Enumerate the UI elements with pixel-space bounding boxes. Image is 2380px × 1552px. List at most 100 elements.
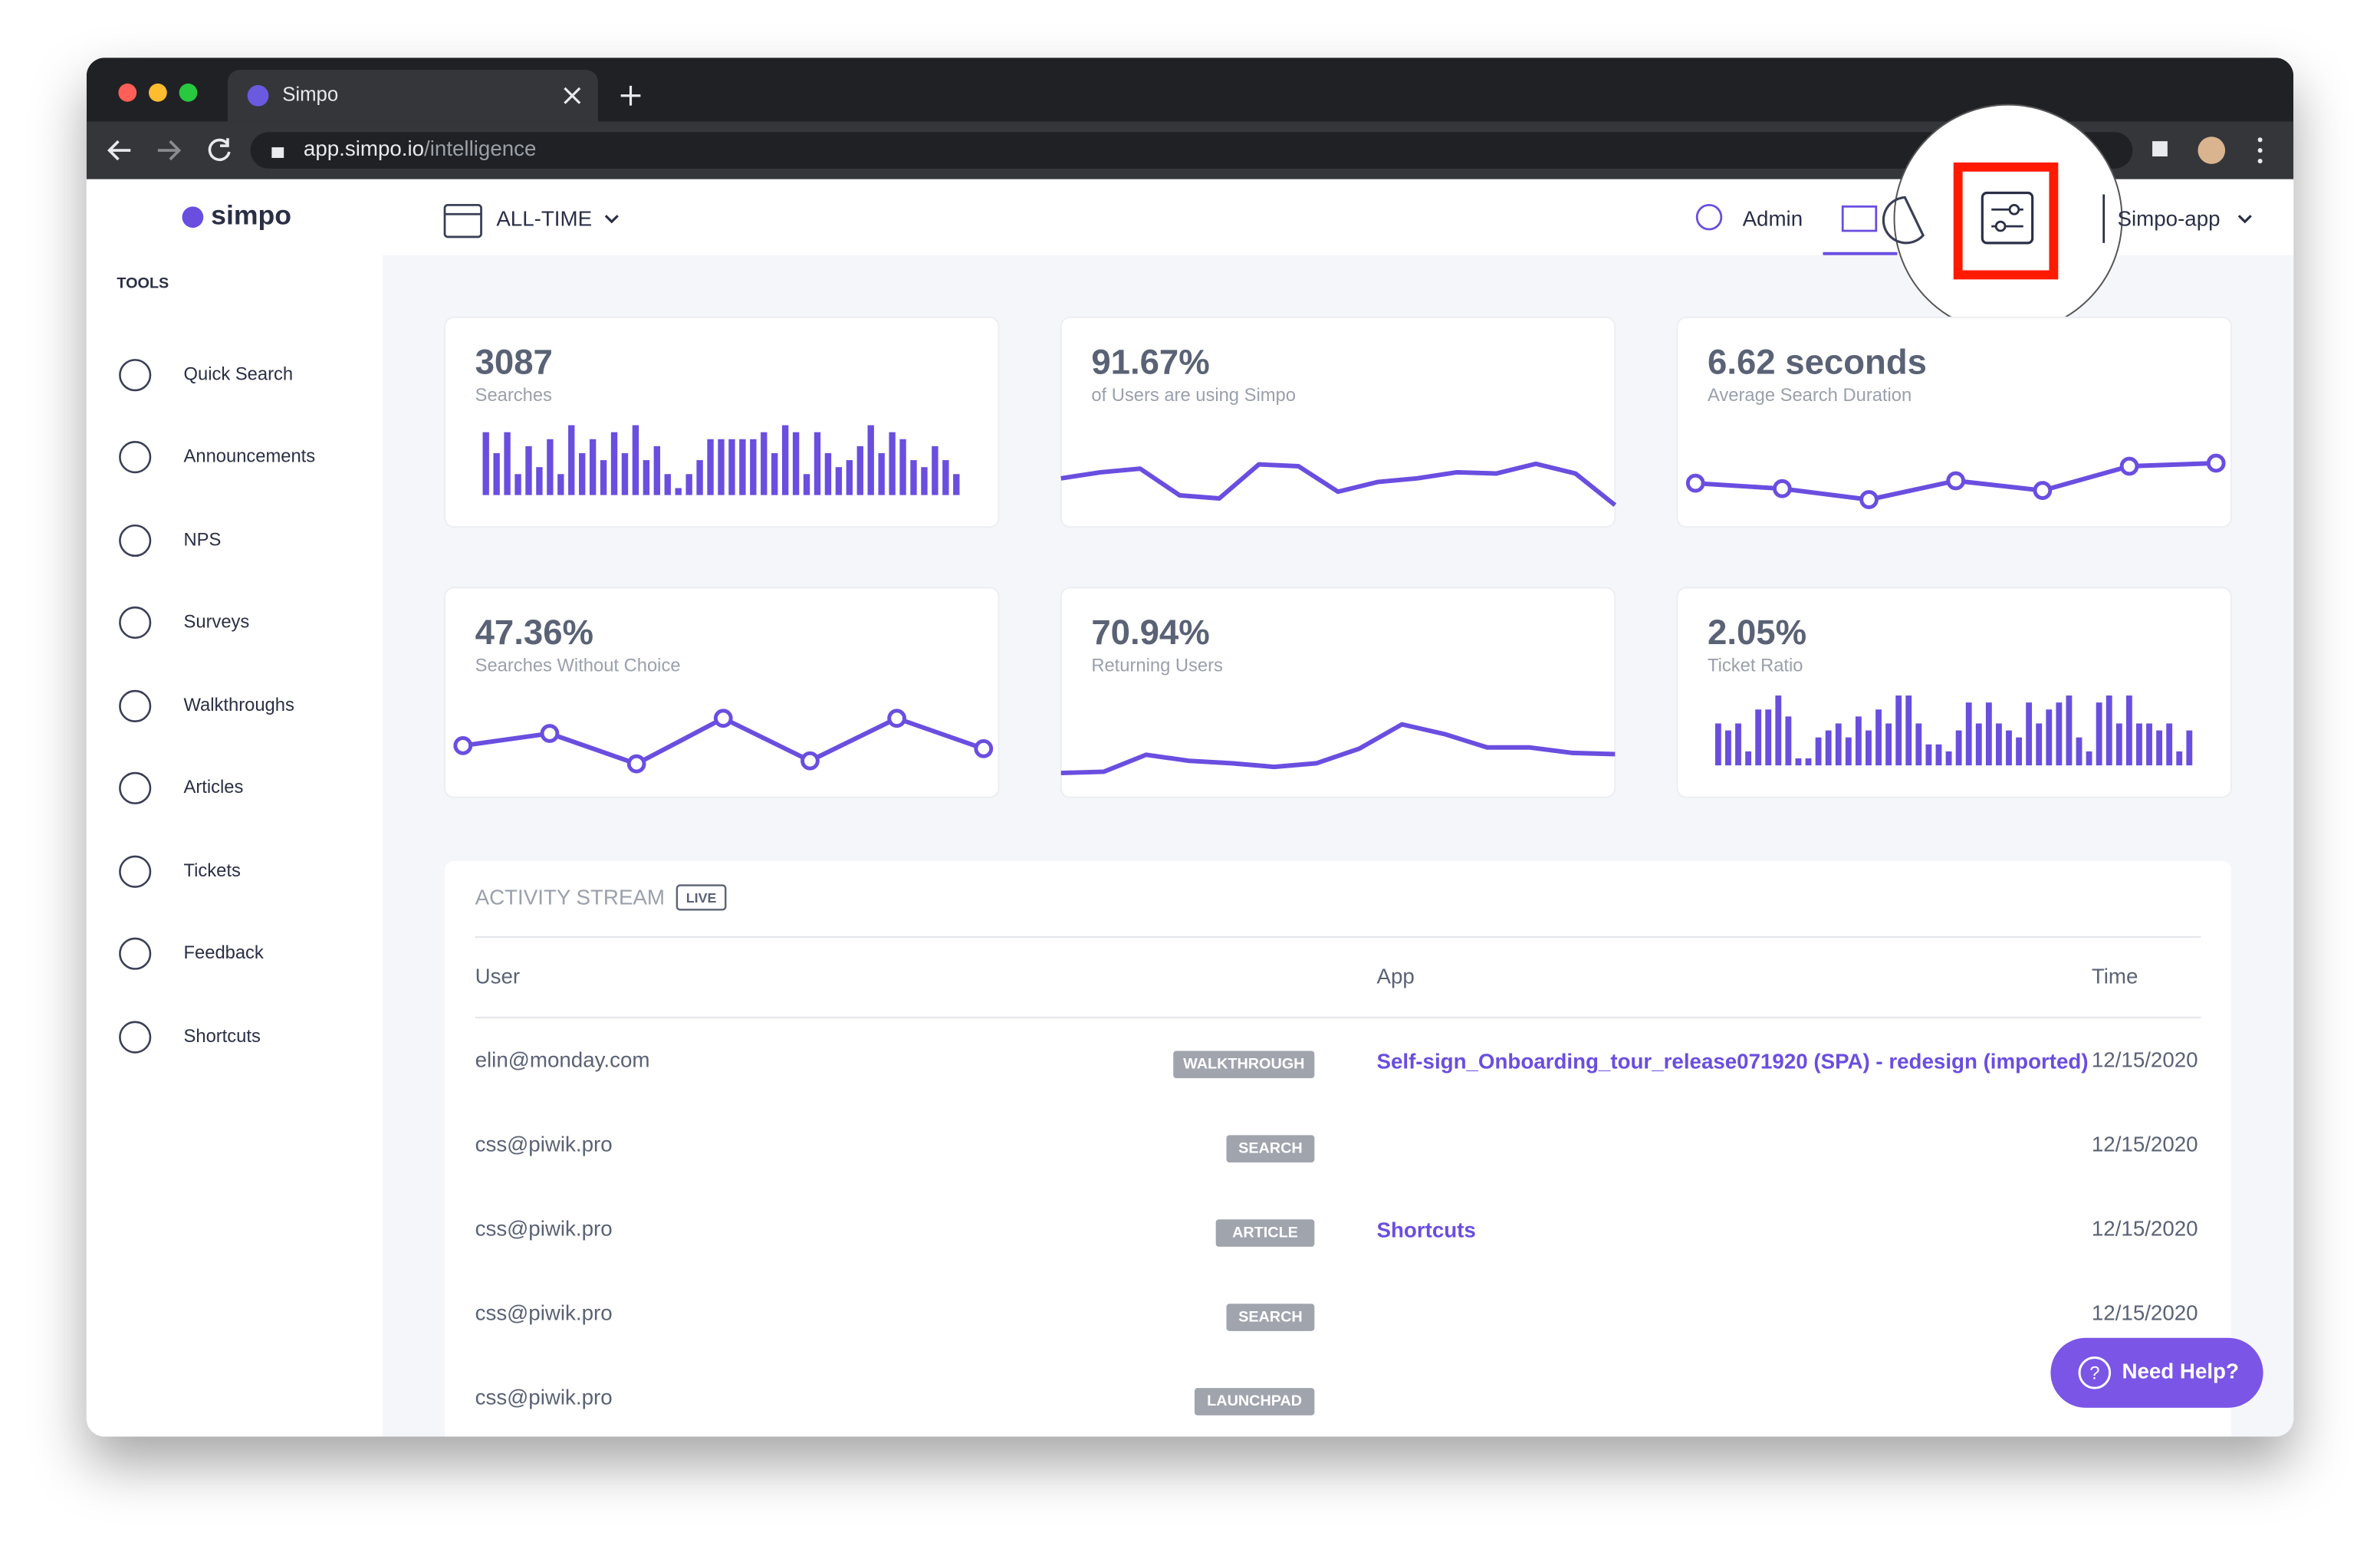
tool-item[interactable]: Quick Search [184, 363, 294, 384]
spark-bar [718, 439, 725, 495]
back[interactable] [107, 140, 131, 161]
tool-icon [119, 937, 152, 970]
section-title: TOOLS [117, 275, 169, 292]
spark-bar [493, 452, 500, 495]
metric-value: 6.62 seconds [1708, 342, 1927, 381]
tab-title: Simpo [282, 84, 338, 106]
close-dot[interactable] [118, 83, 137, 102]
metric-label: Ticket Ratio [1708, 656, 1803, 676]
app-link[interactable]: Shortcuts [1376, 1218, 1475, 1241]
spark-bar [2146, 723, 2152, 766]
tool-item[interactable]: Surveys [184, 611, 250, 632]
type-badge [1215, 1219, 1315, 1247]
min-dot[interactable] [149, 83, 167, 102]
metric-label: Average Search Duration [1708, 385, 1912, 406]
tool-item[interactable]: NPS [184, 529, 222, 550]
spark-bar [1805, 758, 1812, 766]
spark-point [974, 738, 994, 758]
help-button[interactable] [2050, 1337, 2263, 1408]
app-selector[interactable]: Simpo-app [2118, 206, 2221, 230]
column-header: Time [2092, 965, 2138, 988]
extensions[interactable] [2152, 141, 2168, 156]
spark-bar [547, 439, 554, 495]
intelligence-icon[interactable] [1841, 205, 1878, 232]
spark-bar [1955, 730, 1962, 766]
spark-bar [1925, 744, 1932, 766]
user: css@piwik.pro [475, 1385, 613, 1409]
tool-icon [119, 441, 152, 474]
tool-item[interactable]: Announcements [184, 446, 316, 466]
spark-bar [1965, 702, 1972, 766]
spark-bar [2166, 723, 2173, 766]
logo [182, 206, 204, 229]
spark-bar [1785, 716, 1792, 766]
table-rules [475, 935, 2201, 1018]
url-host: app.simpo.io [304, 136, 424, 160]
spark-bar [2156, 730, 2163, 766]
type-label: SEARCH [1238, 1308, 1303, 1325]
spark-bar [814, 432, 821, 495]
spark-bar [2056, 702, 2063, 766]
type-label: ARTICLE [1232, 1224, 1298, 1241]
tool-item[interactable]: Tickets [184, 860, 241, 881]
spark-bar [803, 474, 810, 495]
metric-label: of Users are using Simpo [1091, 385, 1296, 406]
spark-bar [750, 439, 757, 495]
live-badge [676, 884, 727, 911]
spark-bar [2036, 723, 2043, 766]
spark-bar [685, 474, 692, 495]
tool-item[interactable]: Feedback [184, 942, 264, 963]
activity-card [445, 860, 2231, 1437]
max-dot[interactable] [179, 83, 198, 102]
spark-bar [482, 432, 489, 495]
spark-bar [1755, 709, 1762, 766]
spark-bar [878, 452, 885, 495]
spark-bar [1866, 730, 1872, 766]
tool-item[interactable]: Articles [184, 777, 244, 797]
magnifier [1893, 104, 2123, 334]
tab-icon [247, 84, 269, 107]
metric-value: 47.36% [475, 613, 593, 652]
spark-bar [1725, 730, 1731, 766]
tab-controls[interactable] [564, 85, 641, 106]
spark-bar [2115, 723, 2122, 766]
reload[interactable] [208, 138, 231, 162]
tool-item[interactable]: Shortcuts [184, 1026, 261, 1047]
spark-bar [1995, 723, 2002, 766]
date-range[interactable]: ALL-TIME [496, 206, 592, 230]
spark-point [1772, 478, 1792, 498]
tab[interactable] [227, 70, 598, 122]
tool-icon [119, 1021, 152, 1054]
spark-bar [653, 446, 660, 495]
highlight [1953, 162, 2059, 280]
spark-bar [1775, 695, 1782, 766]
spark-bar [675, 488, 682, 495]
spark-point [1685, 473, 1705, 493]
spark-bar [932, 446, 939, 495]
settings-icon[interactable] [1981, 191, 2034, 245]
spark-bar [2016, 737, 2022, 766]
spark-bar [867, 425, 874, 495]
spark-bar [910, 460, 917, 495]
spark-bar [1845, 737, 1852, 766]
spark-bar [2176, 751, 2183, 766]
spark-bar [568, 425, 575, 495]
spark-bar [504, 432, 511, 495]
help-text: Need Help? [2122, 1360, 2238, 1383]
slider-knob [1994, 220, 2007, 232]
avatar[interactable] [2198, 136, 2226, 164]
chevron [604, 215, 619, 224]
url-bar[interactable] [250, 132, 2133, 169]
tool-icon [119, 771, 152, 804]
pie-icon[interactable] [1882, 196, 1925, 245]
time: 12/15/2020 [2092, 1216, 2198, 1240]
app-link[interactable]: Self-sign_Onboarding_tour_release071920 … [1376, 1050, 2088, 1074]
spark-bar [2046, 709, 2053, 766]
tool-icon [119, 606, 152, 640]
tool-item[interactable]: Walkthroughs [184, 695, 294, 715]
forward[interactable] [157, 140, 182, 161]
help-icon [2078, 1356, 2112, 1389]
spark-bar [846, 460, 853, 495]
spark-bar [771, 452, 778, 495]
admin[interactable]: Admin [1743, 206, 1803, 230]
